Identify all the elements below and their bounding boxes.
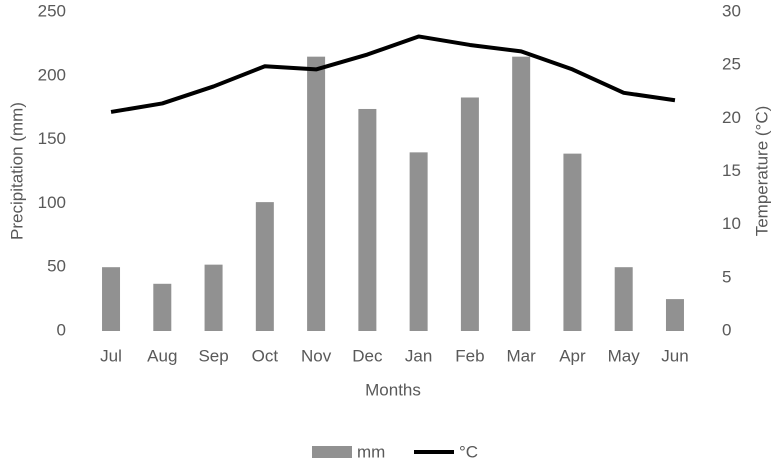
bar	[255, 202, 274, 331]
y2-tick-label: 15	[722, 161, 741, 180]
y2-axis-title: Temperature (°C)	[752, 106, 771, 237]
legend-label: °C	[459, 442, 478, 461]
x-tick-label: Jul	[100, 346, 122, 365]
legend-swatch	[312, 446, 352, 458]
y-tick-label: 250	[38, 1, 66, 20]
y-axis-title: Precipitation (mm)	[7, 102, 26, 240]
legend-label: mm	[357, 442, 385, 461]
x-tick-label: Jun	[661, 346, 688, 365]
x-tick-label: Feb	[455, 346, 484, 365]
y-tick-label: 200	[38, 65, 66, 84]
x-axis-title: Months	[365, 380, 421, 399]
x-tick-label: Jan	[405, 346, 432, 365]
bar	[409, 152, 428, 331]
y2-tick-label: 10	[722, 214, 741, 233]
y2-tick-label: 0	[722, 320, 731, 339]
bar	[153, 283, 172, 331]
x-tick-label: Nov	[301, 346, 332, 365]
y2-tick-label: 30	[722, 1, 741, 20]
y2-tick-label: 20	[722, 108, 741, 127]
x-tick-label: Dec	[352, 346, 383, 365]
x-tick-label: Aug	[147, 346, 177, 365]
bar	[614, 267, 633, 331]
x-tick-label: Sep	[198, 346, 228, 365]
bar	[665, 299, 684, 331]
bar	[204, 264, 223, 331]
line	[110, 34, 676, 114]
x-tick-label: Mar	[507, 346, 537, 365]
y-tick-label: 50	[47, 257, 66, 276]
x-tick-label: Apr	[559, 346, 586, 365]
bar	[512, 56, 531, 331]
y-tick-label: 100	[38, 193, 66, 212]
x-tick-label: Oct	[252, 346, 279, 365]
bar	[460, 97, 479, 331]
y2-tick-label: 5	[722, 267, 731, 286]
bar	[307, 56, 326, 331]
bar	[102, 267, 121, 331]
bar	[563, 153, 582, 331]
y-tick-label: 0	[57, 320, 66, 339]
x-tick-label: May	[608, 346, 641, 365]
y2-tick-label: 25	[722, 55, 741, 74]
bar	[358, 108, 377, 331]
y-tick-label: 150	[38, 129, 66, 148]
